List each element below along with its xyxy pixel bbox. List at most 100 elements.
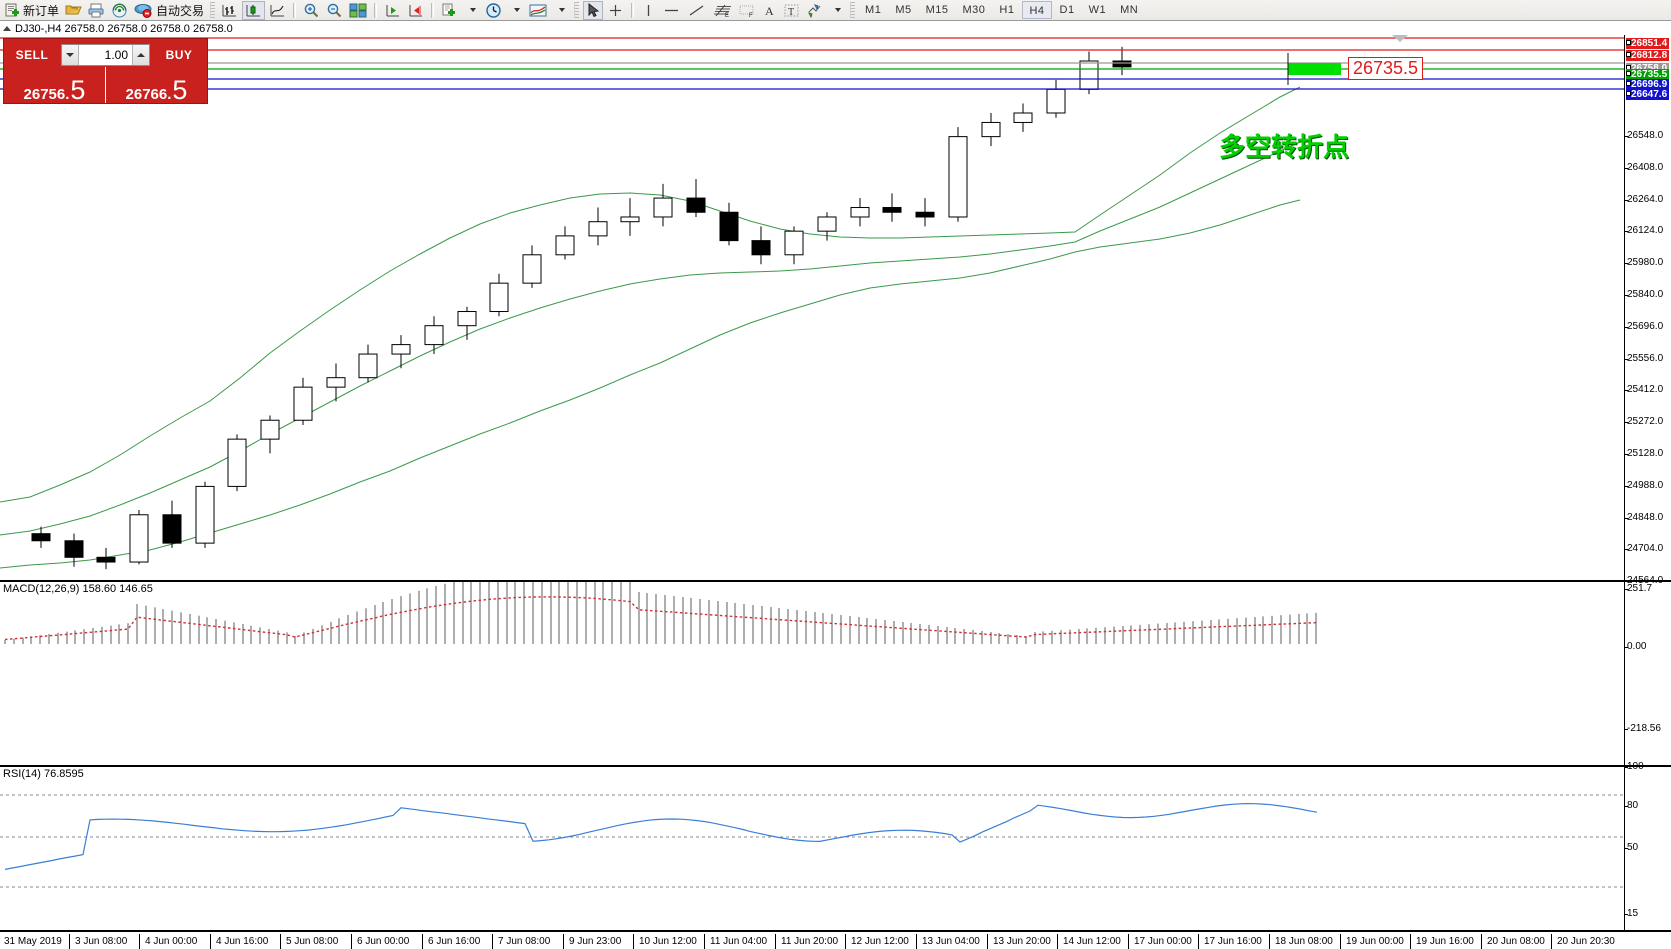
shift-end-icon[interactable] — [405, 1, 426, 20]
macd-chart-svg — [4, 582, 1317, 644]
rsi-tick: 100 — [1625, 761, 1644, 772]
period-icon[interactable] — [483, 1, 504, 20]
chevron-down-icon-2[interactable] — [506, 1, 525, 20]
time-separator — [69, 934, 70, 949]
horizontal-line-icon[interactable] — [660, 1, 683, 20]
price-level-label[interactable]: 26812.8 — [1626, 50, 1670, 61]
tile-windows-icon[interactable] — [347, 1, 369, 20]
price-scale[interactable]: 26548.0 26408.0 26264.0 26124.0 25980.0 25840… — [1624, 35, 1671, 949]
current-price-tag: 26735.5 — [1348, 57, 1424, 80]
macd-axis-separator — [1625, 580, 1671, 582]
line-chart-icon[interactable] — [267, 1, 288, 20]
time-separator — [1128, 934, 1129, 949]
volume-decrease-button[interactable] — [62, 44, 79, 65]
price-tick: 26548.0 — [1624, 130, 1664, 141]
timeframe-m15[interactable]: M15 — [925, 4, 949, 16]
time-separator — [1269, 934, 1270, 949]
chevron-down-icon-4[interactable] — [827, 1, 846, 20]
price-tick: 25696.0 — [1624, 320, 1664, 332]
time-tick-label: 20 Jun 08:00 — [1487, 936, 1545, 947]
price-level-label[interactable]: 26647.6 — [1626, 89, 1670, 100]
timeframe-m5[interactable]: M5 — [895, 4, 912, 16]
macd-label: MACD(12,26,9) 158.60 146.65 — [3, 583, 153, 595]
price-level-label[interactable]: 26696.9 — [1626, 79, 1670, 90]
expert-advisor-icon[interactable]: 自动交易 — [132, 1, 206, 20]
toolbar-grip-2[interactable] — [574, 2, 580, 18]
zoom-in-icon[interactable] — [301, 1, 322, 20]
price-tick: 24704.0 — [1624, 543, 1664, 555]
new-order-button[interactable]: 新订单 — [3, 1, 61, 20]
collapse-triangle-icon[interactable] — [3, 26, 11, 31]
timeframe-h1[interactable]: H1 — [999, 4, 1015, 16]
price-tick: 24848.0 — [1624, 511, 1664, 523]
new-order-label: 新订单 — [23, 3, 60, 18]
chevron-down-icon[interactable] — [462, 1, 481, 20]
trendline-icon[interactable] — [685, 1, 708, 20]
chevron-down-icon-3[interactable] — [551, 1, 570, 20]
bar-chart-icon[interactable] — [219, 1, 240, 20]
time-scale[interactable]: 31 May 2019 3 Jun 08:00 4 Jun 00:00 4 Jun 1… — [0, 930, 1671, 949]
price-chart-svg — [0, 37, 1624, 570]
folder-icon[interactable] — [63, 1, 84, 20]
timeframe-m30[interactable]: M30 — [962, 4, 986, 16]
time-tick-label: 20 Jun 20:30 — [1557, 936, 1615, 947]
price-tick: 25128.0 — [1624, 448, 1664, 459]
timeframe-m1[interactable]: M1 — [865, 4, 882, 16]
text-box-icon[interactable]: T — [781, 1, 802, 20]
toolbar-grip[interactable] — [210, 2, 216, 18]
sell-price[interactable]: 26756. 5 — [23, 75, 86, 106]
price-level-label[interactable]: 26851.4 — [1626, 38, 1670, 49]
time-separator — [633, 934, 634, 949]
timeframe-h4[interactable]: H4 — [1022, 1, 1052, 19]
time-separator — [563, 934, 564, 949]
text-label-icon[interactable]: A — [760, 1, 779, 20]
price-tick: 25980.0 — [1624, 257, 1664, 269]
indicators-icon[interactable] — [527, 1, 549, 20]
one-click-trading-panel[interactable]: SELL 1.00 BUY 26756. 5 26766. 5 — [3, 38, 208, 104]
svg-text:T: T — [788, 7, 794, 18]
cursor-icon[interactable] — [583, 0, 604, 20]
price-level-label[interactable]: 26735.5 — [1626, 69, 1670, 80]
vertical-line-icon[interactable] — [639, 1, 658, 20]
toolbar-grip-3[interactable] — [850, 2, 856, 18]
price-tick: 25556.0 — [1624, 352, 1664, 364]
time-tick-label: 11 Jun 20:00 — [781, 936, 839, 947]
shapes-icon[interactable] — [804, 1, 825, 20]
new-template-icon[interactable] — [439, 1, 460, 20]
scroll-marker-icon — [1392, 35, 1408, 42]
scroll-end-icon[interactable] — [382, 1, 403, 20]
buy-button[interactable]: BUY — [165, 47, 193, 62]
volume-input[interactable]: 1.00 — [61, 43, 150, 66]
price-tick: 26124.0 — [1624, 225, 1664, 237]
macd-tick: 0.00 — [1624, 641, 1647, 652]
price-tick: 25272.0 — [1624, 416, 1664, 428]
time-tick-label: 14 Jun 12:00 — [1063, 936, 1121, 947]
zoom-out-icon[interactable] — [324, 1, 345, 20]
print-icon[interactable] — [86, 1, 107, 20]
buy-price[interactable]: 26766. 5 — [105, 67, 207, 104]
signal-icon[interactable] — [109, 1, 130, 20]
time-tick-label: 4 Jun 16:00 — [216, 936, 269, 947]
timeframe-d1[interactable]: D1 — [1059, 4, 1075, 16]
timeframe-mn[interactable]: MN — [1120, 4, 1139, 16]
macd-pane[interactable]: MACD(12,26,9) 158.60 146.65 — [0, 580, 1624, 763]
time-tick-label: 17 Jun 16:00 — [1204, 936, 1262, 947]
volume-increase-button[interactable] — [132, 44, 149, 65]
price-chart-pane[interactable]: 多空转折点 26735.5 — [0, 35, 1624, 580]
toolbar-separator-2 — [374, 2, 378, 18]
time-separator — [492, 934, 493, 949]
time-tick-label: 31 May 2019 — [4, 936, 62, 947]
time-separator — [845, 934, 846, 949]
timeframe-w1[interactable]: W1 — [1088, 4, 1107, 16]
price-tick: 24564.0 — [1624, 575, 1664, 587]
rsi-tick: 15 — [1624, 908, 1639, 919]
time-separator — [1198, 934, 1199, 949]
crosshair-icon[interactable] — [605, 1, 626, 20]
candlestick-chart-icon[interactable] — [242, 0, 266, 20]
time-separator — [422, 934, 423, 949]
channel-icon[interactable]: F — [735, 1, 758, 20]
rsi-pane[interactable]: RSI(14) 76.8595 — [0, 765, 1624, 930]
sell-button[interactable]: SELL — [15, 47, 49, 62]
fibonacci-icon[interactable]: E — [710, 1, 733, 20]
time-tick-label: 11 Jun 04:00 — [710, 936, 768, 947]
